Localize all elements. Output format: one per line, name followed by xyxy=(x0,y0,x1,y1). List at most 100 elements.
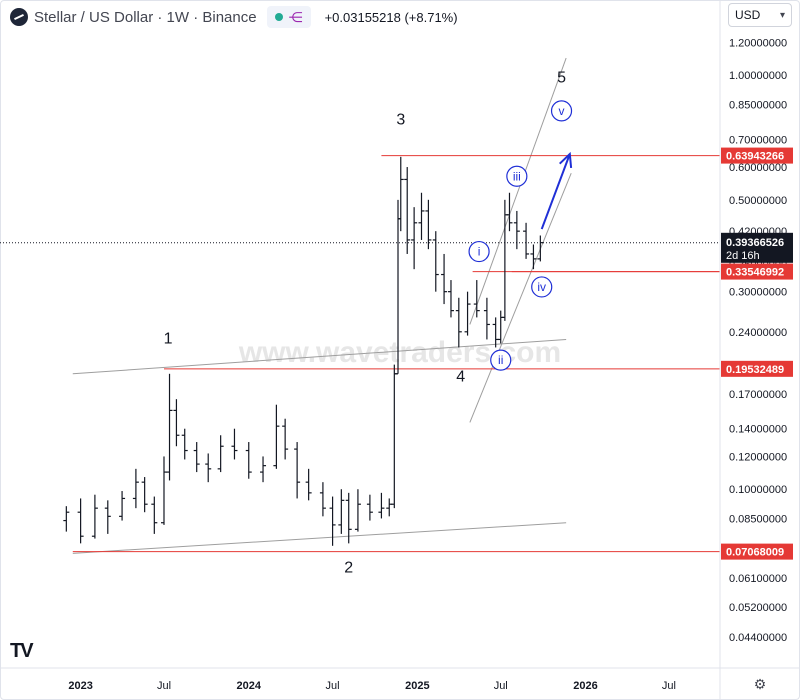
price-bar[interactable] xyxy=(260,456,267,483)
wave-channel-upper-line xyxy=(469,57,567,325)
price-level-tag-label: 0.07068009 xyxy=(726,547,784,559)
price-bar[interactable] xyxy=(160,456,167,525)
price-bar[interactable] xyxy=(530,244,537,270)
price-bar[interactable] xyxy=(523,222,530,259)
price-bar[interactable] xyxy=(77,498,84,544)
price-bar[interactable] xyxy=(319,482,326,517)
y-tick-label: 0.04400000 xyxy=(729,632,787,644)
y-tick-label: 1.20000000 xyxy=(729,37,787,49)
projection-arrow-head-icon xyxy=(559,151,573,169)
wave-label-5: 5 xyxy=(557,70,566,87)
price-level-tag-label: 0.19532489 xyxy=(726,364,784,376)
chart-header: Stellar / US Dollar · 1W · Binance ⋲ +0.… xyxy=(10,6,458,28)
subwave-label-ii: ii xyxy=(490,349,512,371)
subwave-label-i: i xyxy=(468,240,490,263)
subwave-label-iii: iii xyxy=(506,165,528,187)
price-bar[interactable] xyxy=(173,399,180,447)
wave-label-4: 4 xyxy=(456,369,465,386)
price-bar[interactable] xyxy=(473,280,480,318)
price-bar[interactable] xyxy=(91,494,98,539)
x-tick-label: Jul xyxy=(662,680,676,692)
subwave-circle xyxy=(506,165,528,187)
price-bar[interactable] xyxy=(366,494,373,521)
lower-channel-line xyxy=(72,522,567,554)
price-bar[interactable] xyxy=(166,373,173,481)
indicator-toggle[interactable]: ⋲ xyxy=(266,6,311,28)
price-bar[interactable] xyxy=(425,199,432,250)
price-bar[interactable] xyxy=(501,199,508,321)
price-bar[interactable] xyxy=(305,468,312,501)
settings-gear-icon[interactable]: ⚙ xyxy=(753,676,767,692)
subwave-circle xyxy=(468,240,490,263)
subwave-text: i xyxy=(478,245,481,259)
wave-channel-lower-line xyxy=(469,172,572,423)
price-bar[interactable] xyxy=(245,442,252,479)
price-bar[interactable] xyxy=(338,489,345,534)
last-price-tag xyxy=(721,232,793,263)
price-bar[interactable] xyxy=(386,498,393,517)
price-bar[interactable] xyxy=(378,492,385,519)
last-price-countdown: 2d 16h xyxy=(726,250,760,262)
y-tick-label: 0.10000000 xyxy=(729,484,787,496)
price-level-tag-label: 0.33546992 xyxy=(726,267,784,279)
price-level-tag xyxy=(721,360,793,377)
y-tick-label: 0.85000000 xyxy=(729,99,787,111)
price-bar[interactable] xyxy=(119,491,126,521)
chevron-down-icon: ▾ xyxy=(779,9,785,21)
price-bar[interactable] xyxy=(345,492,352,544)
wave-label-3: 3 xyxy=(396,112,405,129)
price-bar[interactable] xyxy=(63,506,70,532)
price-bar[interactable] xyxy=(205,453,212,483)
price-bar[interactable] xyxy=(506,192,513,232)
price-bar[interactable] xyxy=(151,496,158,534)
price-bar[interactable] xyxy=(354,489,361,532)
subwave-circle xyxy=(531,276,553,298)
tradingview-logo: TV xyxy=(10,640,34,662)
price-bar[interactable] xyxy=(391,364,398,509)
price-level-tag-label: 0.63943266 xyxy=(726,151,784,163)
price-bar[interactable] xyxy=(217,435,224,473)
upper-channel-line xyxy=(72,338,567,375)
currency-selector[interactable]: USD ▾ xyxy=(728,3,792,27)
price-bar[interactable] xyxy=(397,156,404,232)
y-tick-label: 0.05200000 xyxy=(729,602,787,614)
price-bar[interactable] xyxy=(464,291,471,336)
price-bar[interactable] xyxy=(483,297,490,340)
price-bar[interactable] xyxy=(141,477,148,513)
subwave-circle xyxy=(490,349,512,371)
price-bar[interactable] xyxy=(411,207,418,270)
price-bar[interactable] xyxy=(273,404,280,469)
price-bar[interactable] xyxy=(294,442,301,499)
y-tick-label: 0.24000000 xyxy=(729,327,787,339)
price-bar[interactable] xyxy=(282,418,289,460)
price-bar[interactable] xyxy=(447,280,454,318)
x-tick-label: Jul xyxy=(326,680,340,692)
subwave-text: iii xyxy=(513,169,521,183)
price-bar[interactable] xyxy=(441,253,448,305)
price-bar[interactable] xyxy=(231,428,238,460)
price-bar[interactable] xyxy=(418,192,425,240)
subwave-label-iv: iv xyxy=(531,276,553,298)
price-bar[interactable] xyxy=(455,297,462,348)
price-bar[interactable] xyxy=(537,235,544,262)
y-tick-label: 0.06100000 xyxy=(729,573,787,585)
price-bar[interactable] xyxy=(104,500,111,534)
subwave-label-v: v xyxy=(550,100,573,122)
price-bar[interactable] xyxy=(432,231,439,292)
price-bar[interactable] xyxy=(329,496,336,546)
price-bar[interactable] xyxy=(193,442,200,473)
price-bar[interactable] xyxy=(132,468,139,509)
price-bar[interactable] xyxy=(513,210,520,250)
price-bar[interactable] xyxy=(181,428,188,460)
price-bar[interactable] xyxy=(404,167,411,254)
price-level-tag xyxy=(721,263,793,280)
subwave-text: iv xyxy=(537,280,546,294)
x-tick-label: 2025 xyxy=(405,680,429,692)
y-tick-label: 0.08500000 xyxy=(729,513,787,525)
price-level-tag xyxy=(721,543,793,560)
wave-label-2: 2 xyxy=(344,559,353,576)
symbol-title[interactable]: Stellar / US Dollar · 1W · Binance xyxy=(34,8,257,26)
market-status-dot-icon xyxy=(274,13,283,21)
y-tick-label: 0.60000000 xyxy=(729,162,787,174)
